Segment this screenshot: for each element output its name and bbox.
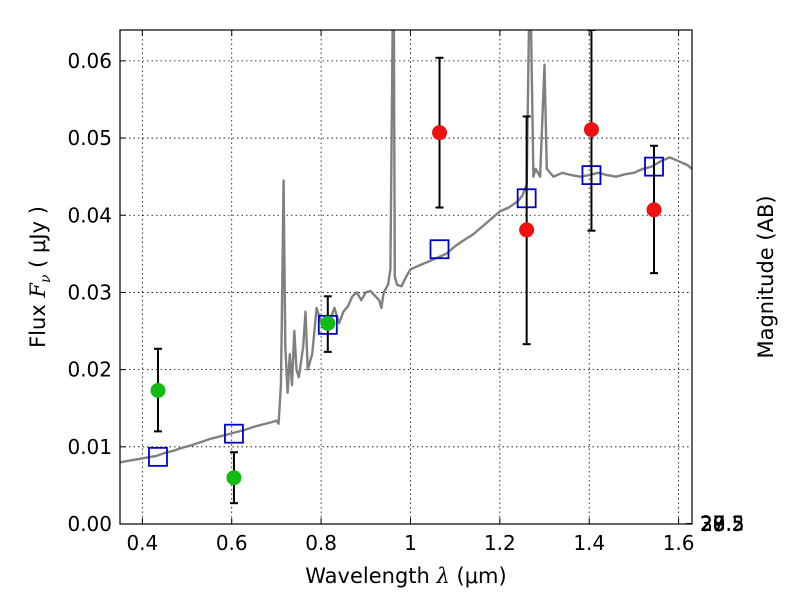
y2-tick-label: 27.5 (700, 512, 745, 536)
y-tick-label: 0.06 (67, 49, 112, 73)
ticks: 0.4 0.6 0.8 1 1.2 1.4 1.6 0.00 0.01 0.02 0.03 0.04 0… (67, 30, 745, 555)
observed-flux-point (646, 202, 662, 218)
y-tick-label: 0.03 (67, 280, 112, 304)
y2-tick-label: 28 (700, 512, 725, 536)
plot-frame (119, 29, 693, 525)
y2-tick-label: 27.2 (700, 512, 745, 536)
y-tick-label: 0.04 (67, 203, 112, 227)
x-tick-label: 0.4 (126, 531, 158, 555)
plot-area (120, 30, 692, 505)
y-tick-label: 0.02 (67, 358, 112, 382)
model-spectrum-line (120, 30, 692, 464)
x-tick-label: 1 (404, 531, 417, 555)
x-axis-label: Wavelength λ (μm) (305, 564, 506, 588)
y2-tick-label: 30 (700, 512, 725, 536)
observed-flux-point (583, 122, 599, 138)
observed-flux-point (150, 382, 166, 398)
observed-flux-point (320, 315, 336, 331)
observed-flux-point (519, 222, 535, 238)
y-tick-label: 0.01 (67, 435, 112, 459)
model-photometry-square (224, 423, 244, 444)
y2-tick-label: 29 (700, 512, 725, 536)
observed-flux-point (226, 470, 242, 486)
model-photometry-square (148, 446, 168, 467)
x-tick-label: 1.2 (484, 531, 516, 555)
y2-tick-label: 28.5 (700, 512, 745, 536)
observed-flux-point (432, 125, 448, 141)
y-axis-label: Flux Fν ( μJy ) (26, 206, 54, 348)
right-axis-label: Magnitude (AB) (754, 195, 778, 358)
y2-tick-label: 27 (700, 512, 725, 536)
x-tick-label: 1.6 (663, 531, 695, 555)
x-tick-label: 0.8 (305, 531, 337, 555)
x-tick-label: 0.6 (216, 531, 248, 555)
x-tick-label: 1.4 (573, 531, 605, 555)
y-tick-label: 0.00 (67, 512, 112, 536)
y-tick-label: 0.05 (67, 126, 112, 150)
model-photometry-square (429, 239, 450, 260)
